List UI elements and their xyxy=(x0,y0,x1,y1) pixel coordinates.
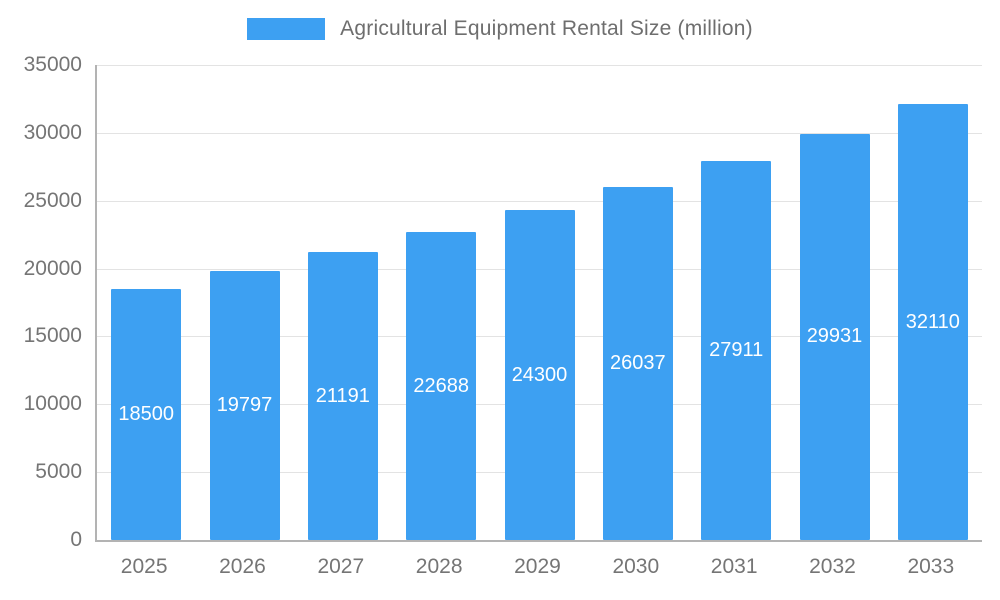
gridline xyxy=(97,132,982,134)
bar-value-label: 21191 xyxy=(315,384,370,407)
bar-value-label: 26037 xyxy=(610,351,666,374)
gridline xyxy=(97,65,982,66)
bar-value-label: 22688 xyxy=(413,374,469,397)
y-tick-label: 5000 xyxy=(35,460,82,484)
bar-value-label: 27911 xyxy=(709,339,764,362)
y-tick-label: 35000 xyxy=(23,53,82,76)
x-tick-label: 2032 xyxy=(809,555,856,578)
bar: 21191 xyxy=(307,252,378,540)
x-tick-label: 2027 xyxy=(317,555,365,578)
y-tick-label: 10000 xyxy=(23,392,82,416)
x-tick-label: 2030 xyxy=(612,555,660,578)
bar: 22688 xyxy=(406,232,477,540)
bar-value-label: 18500 xyxy=(118,402,174,425)
bar: 32110 xyxy=(897,104,968,540)
y-tick-label: 0 xyxy=(70,528,82,551)
x-tick-label: 2025 xyxy=(120,555,168,578)
bar: 19797 xyxy=(209,271,280,540)
x-tick-label: 2029 xyxy=(514,555,561,578)
y-tick-label: 20000 xyxy=(23,256,82,280)
y-tick-label: 15000 xyxy=(23,324,82,348)
x-tick-label: 2033 xyxy=(907,555,955,578)
bar-value-label: 29931 xyxy=(806,325,863,348)
bar-value-label: 19797 xyxy=(216,394,273,417)
bar: 26037 xyxy=(602,186,673,540)
gridline xyxy=(97,200,982,202)
bar: 18500 xyxy=(111,288,182,540)
bar: 27911 xyxy=(701,161,772,540)
x-tick-label: 2026 xyxy=(219,555,266,578)
bar-value-label: 24300 xyxy=(511,363,568,386)
bar: 29931 xyxy=(799,133,870,540)
y-tick-label: 30000 xyxy=(23,120,82,144)
bar: 24300 xyxy=(504,210,575,540)
bar-value-label: 32110 xyxy=(905,310,960,333)
legend-swatch xyxy=(247,18,326,40)
x-tick-label: 2028 xyxy=(415,555,463,578)
legend: Agricultural Equipment Rental Size (mill… xyxy=(0,17,1000,41)
x-tick-label: 2031 xyxy=(710,555,758,578)
plot-area: 18500 19797 21191 22688 24300 26037 27911 29931… xyxy=(95,65,982,542)
legend-label: Agricultural Equipment Rental Size (mill… xyxy=(340,17,753,40)
y-tick-label: 25000 xyxy=(23,188,82,212)
